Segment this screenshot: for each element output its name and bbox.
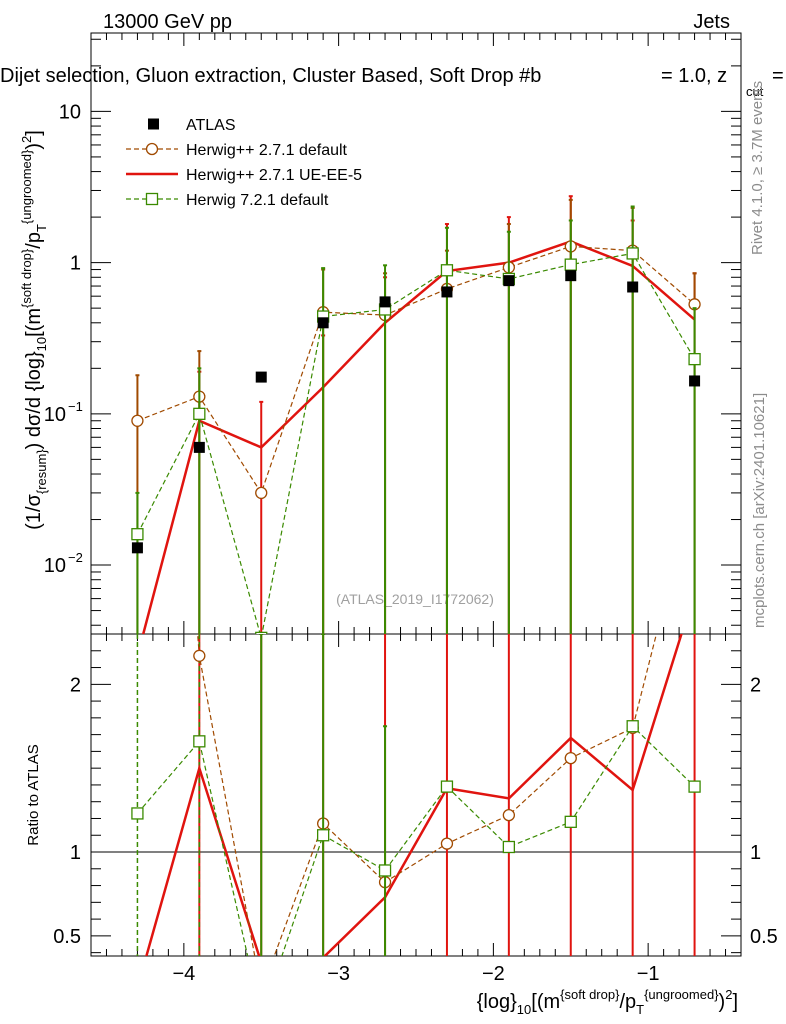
main-atlas-point	[193, 441, 205, 453]
main-marker	[688, 352, 701, 366]
param-title: = 1.0, z	[661, 65, 727, 87]
legend-item: Herwig++ 2.7.1 default	[126, 142, 348, 159]
ratio-panel-frame	[90, 633, 742, 957]
main-atlas-point	[255, 371, 267, 383]
ratio-marker	[502, 840, 516, 854]
ratio-y-label: Ratio to ATLAS	[25, 744, 42, 845]
main-atlas-point	[689, 375, 701, 387]
ratio-series-herwig-7-2-1-default	[131, 634, 701, 1022]
legend-marker	[148, 118, 159, 130]
y-tick-label: 10	[44, 555, 66, 577]
ratio-series-herwig-2-7-1-ue-ee-5	[145, 634, 683, 956]
main-line	[141, 240, 696, 634]
main-atlas-point	[627, 281, 639, 293]
ratio-marker	[256, 1011, 267, 1022]
main-atlas-point	[317, 317, 329, 329]
legend-item: Herwig++ 2.7.1 UE-EE-5	[126, 167, 362, 184]
ratio-marker	[626, 720, 639, 733]
param-sub: cut	[746, 84, 764, 99]
ratio-y-tick-label: 0.5	[53, 926, 81, 948]
ratio-line	[197, 634, 658, 956]
legend-label: Herwig++ 2.7.1 default	[186, 142, 348, 159]
main-atlas-point	[441, 286, 453, 298]
selection-title: Dijet selection, Gluon extraction, Clust…	[0, 65, 541, 87]
main-marker	[626, 247, 639, 260]
energy-label: 13000 GeV pp	[103, 11, 232, 33]
main-marker	[131, 528, 144, 541]
x-tick-label: −4	[172, 963, 195, 985]
param-tail: =	[772, 65, 784, 87]
main-atlas-point	[379, 296, 391, 308]
ratio-marker	[378, 864, 392, 877]
y-tick-label: 10	[44, 404, 66, 426]
legend-marker	[145, 142, 159, 156]
main-atlas-point	[131, 542, 143, 554]
ratio-marker	[564, 815, 577, 828]
param-text: = 1.0, z	[661, 65, 727, 87]
main-line	[137, 245, 695, 495]
legend-marker	[145, 192, 159, 206]
ratio-y-tick-label: 1	[70, 842, 81, 864]
legend-label: Herwig 7.2.1 default	[186, 192, 329, 209]
main-marker	[255, 486, 268, 500]
main-marker	[193, 407, 206, 420]
main-marker	[440, 264, 454, 277]
ratio-error-band	[136, 634, 696, 956]
legend-item: Herwig 7.2.1 default	[126, 192, 329, 209]
y-tick-exponent: −1	[68, 399, 83, 414]
ratio-line	[145, 634, 683, 956]
ratio-marker	[440, 837, 454, 850]
y-tick-label: 10	[59, 101, 81, 123]
main-marker	[564, 258, 577, 271]
ratio-marker	[193, 735, 206, 748]
ratio-y-tick-label-right: 2	[750, 674, 761, 696]
legend-label: Herwig++ 2.7.1 UE-EE-5	[186, 167, 362, 184]
ratio-marker	[564, 751, 577, 765]
main-line	[136, 252, 696, 634]
legend-item: ATLAS	[148, 117, 236, 134]
x-tick-label: −3	[327, 963, 350, 985]
main-marker	[131, 414, 144, 427]
x-tick-label: −2	[482, 963, 505, 985]
main-series-atlas	[131, 270, 701, 554]
category-label: Jets	[693, 11, 730, 33]
ratio-y-tick-label: 2	[70, 674, 81, 696]
x-tick-label: −1	[637, 963, 660, 985]
main-atlas-point	[503, 275, 515, 287]
ratio-marker	[193, 649, 206, 662]
main-marker	[255, 631, 268, 634]
x-axis-label: {log}10[(m{soft drop}/pT{ungroomed})2]	[477, 987, 738, 1017]
legend: ATLAS Herwig++ 2.7.1 default Herwig++ 2.7.…	[126, 117, 362, 209]
legend-label: ATLAS	[186, 117, 236, 134]
analysis-watermark: (ATLAS_2019_I1772062)	[336, 591, 494, 607]
ratio-marker	[440, 780, 454, 793]
y-tick-label: 1	[70, 253, 81, 275]
y-tick-exponent: −2	[68, 550, 83, 565]
ratio-y-tick-label-right: 0.5	[750, 926, 778, 948]
ratio-y-tick-label-right: 1	[750, 842, 761, 864]
main-panel-data	[131, 195, 701, 634]
ratio-marker	[131, 807, 144, 820]
ratio-panel-data	[131, 634, 701, 1022]
ratio-marker	[688, 780, 701, 793]
main-atlas-point	[565, 270, 577, 282]
ratio-line	[136, 725, 695, 956]
ratio-marker	[502, 808, 516, 822]
ratio-marker	[316, 829, 330, 842]
rivet-note: Rivet 4.1.0, ≥ 3.7M events	[749, 81, 766, 255]
selection-text: Dijet selection, Gluon extraction, Clust…	[0, 65, 541, 87]
site-note: mcplots.cern.ch [arXiv:2401.10621]	[751, 393, 768, 628]
ratio-marker	[256, 986, 267, 997]
main-y-label: (1/σ{resum}) dσ/d {log}10[(m{soft drop}/…	[19, 130, 49, 530]
